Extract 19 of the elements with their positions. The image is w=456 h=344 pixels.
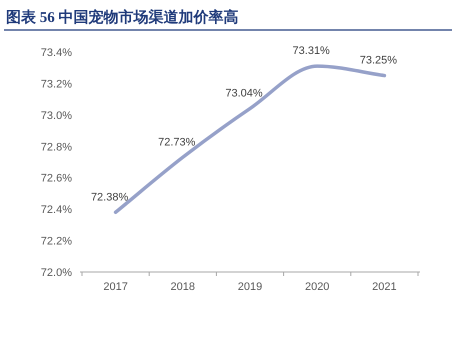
data-label: 73.25%	[360, 54, 398, 67]
chart-title: 图表 56 中国宠物市场渠道加价率高	[6, 8, 238, 26]
x-tick-label: 2018	[170, 281, 196, 293]
x-tick-label: 2019	[238, 281, 262, 293]
data-label: 73.04%	[225, 88, 263, 100]
data-label: 72.73%	[158, 136, 196, 148]
x-tick-label: 2021	[372, 281, 397, 293]
y-tick-label: 72.2%	[40, 236, 72, 248]
x-tick-label: 2020	[304, 281, 330, 293]
x-tick-label: 2017	[103, 281, 128, 293]
y-tick-label: 72.0%	[40, 267, 72, 279]
y-tick-label: 73.0%	[40, 110, 72, 122]
y-tick-label: 72.4%	[40, 204, 72, 216]
data-label: 72.38%	[90, 191, 128, 204]
y-tick-label: 72.6%	[40, 172, 72, 185]
y-tick-label: 73.4%	[40, 47, 72, 59]
y-tick-label: 73.2%	[40, 78, 72, 90]
data-label: 73.31%	[292, 45, 330, 58]
y-tick-label: 72.8%	[40, 141, 72, 154]
